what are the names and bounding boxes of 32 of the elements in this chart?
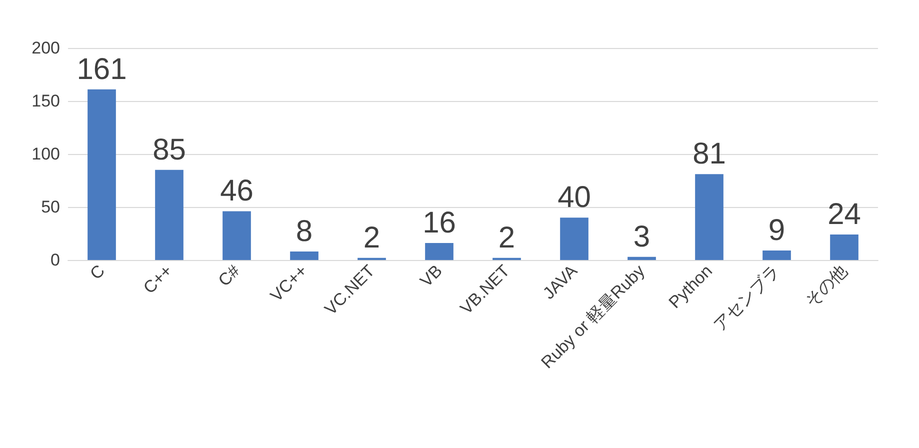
bar [695, 174, 724, 260]
bar [762, 250, 791, 260]
bar [290, 252, 318, 260]
data-label: 9 [768, 214, 786, 247]
data-label: 2 [363, 221, 380, 254]
data-label: 3 [633, 220, 650, 254]
data-label: 16 [422, 206, 456, 240]
bar [155, 170, 184, 260]
y-tick-label: 100 [32, 144, 60, 164]
data-label: 24 [828, 198, 861, 232]
data-label: 81 [692, 138, 726, 171]
bar [88, 89, 116, 260]
bar [628, 256, 656, 260]
data-label: 161 [76, 52, 127, 86]
x-tick-label: C# [214, 260, 244, 290]
y-tick-label: 200 [32, 38, 60, 58]
bar [222, 211, 251, 260]
bar [425, 243, 454, 260]
y-tick-label: 50 [41, 198, 60, 216]
data-label: 8 [296, 215, 313, 248]
x-tick-label: C [86, 261, 108, 284]
y-tick-label: 150 [32, 92, 60, 110]
data-label: 85 [152, 133, 186, 166]
bar [830, 234, 858, 260]
x-tick-label: VB [416, 261, 446, 291]
data-label: 2 [498, 221, 516, 254]
x-tick-label: その他 [801, 261, 851, 311]
data-label: 40 [558, 181, 591, 214]
bar [560, 218, 588, 260]
data-label: 46 [220, 174, 254, 208]
y-tick-label: 0 [50, 250, 60, 270]
x-tick-label: C++ [140, 261, 176, 298]
